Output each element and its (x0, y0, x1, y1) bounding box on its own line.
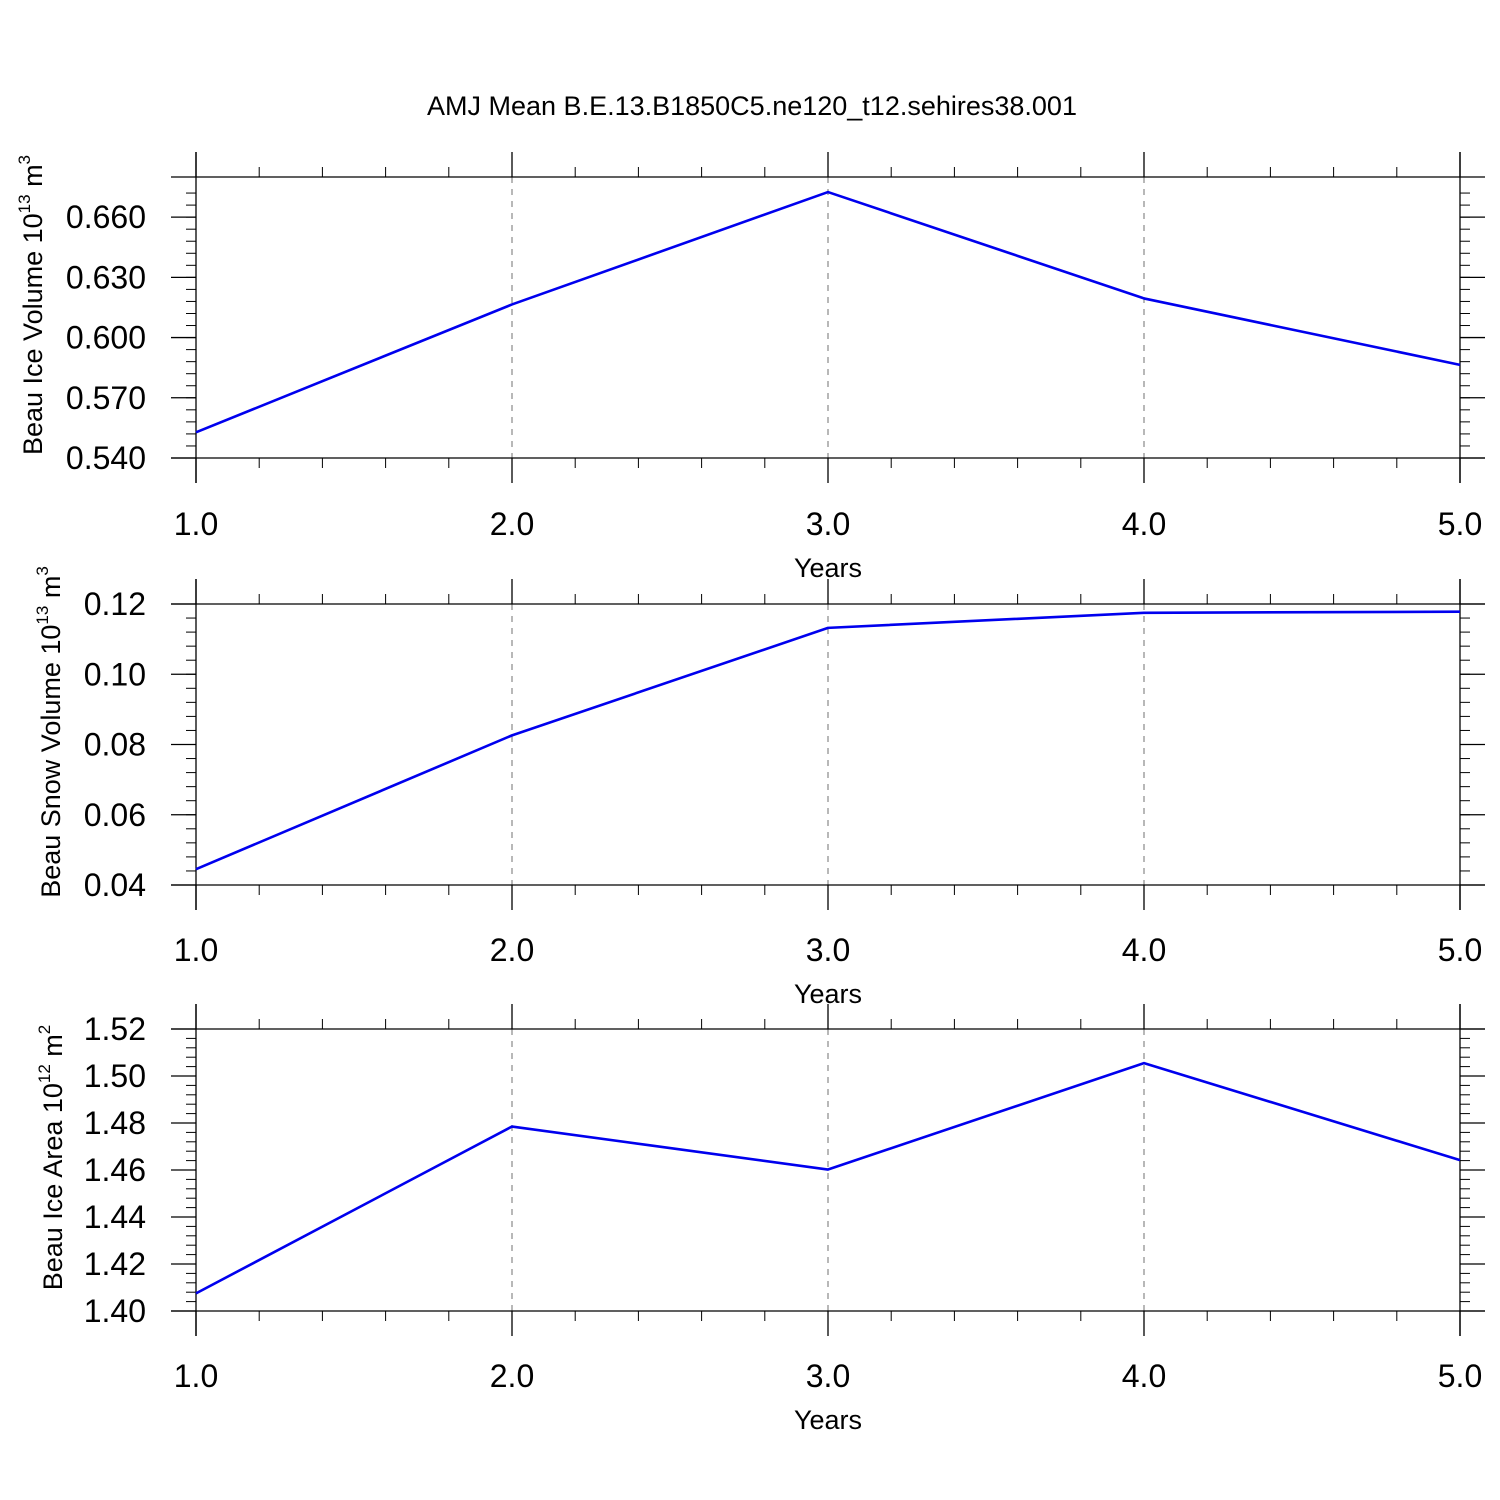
y-axis-label-superscript: 13 (33, 606, 52, 625)
x-tick-label: 2.0 (490, 506, 534, 542)
y-tick-label: 1.50 (84, 1058, 146, 1094)
y-tick-label: 1.42 (84, 1246, 146, 1282)
x-axis-label: Years (794, 553, 862, 583)
y-axis-label-superscript: 12 (35, 1064, 54, 1083)
x-tick-label: 4.0 (1122, 506, 1166, 542)
y-axis-label-text: m (38, 1034, 68, 1064)
x-tick-label: 3.0 (806, 1358, 850, 1394)
x-tick-label: 1.0 (174, 506, 218, 542)
y-tick-label: 0.630 (66, 259, 146, 295)
y-tick-label: 0.570 (66, 380, 146, 416)
x-tick-label: 1.0 (174, 932, 218, 968)
panel-ice-area: 1.0 2.0 3.0 4.0 5.0 1.40 1.42 1.44 1.46 1.48 1.50 1… (35, 1004, 1485, 1435)
y-axis-label-text: m (18, 164, 48, 194)
y-tick-label: 0.10 (84, 656, 146, 692)
y-axis-label-text: Beau Ice Volume 10 (18, 213, 48, 455)
y-tick-label: 1.52 (84, 1011, 146, 1047)
x-tick-label: 4.0 (1122, 932, 1166, 968)
panel-ice-volume: 1.0 2.0 3.0 4.0 5.0 0.540 0.570 0.600 0.630 0.660… (15, 152, 1485, 583)
y-tick-label: 0.12 (84, 586, 146, 622)
x-tick-label: 5.0 (1438, 1358, 1482, 1394)
y-tick-label: 0.540 (66, 440, 146, 476)
y-tick-label: 0.660 (66, 199, 146, 235)
y-axis-label: Beau Ice Area 1012 m2 (35, 1025, 68, 1291)
y-axis-label: Beau Snow Volume 1013 m3 (33, 566, 66, 898)
y-tick-label: 1.44 (84, 1199, 146, 1235)
x-tick-label: 4.0 (1122, 1358, 1166, 1394)
y-axis-label-text: Beau Snow Volume 10 (36, 625, 66, 898)
x-tick-label: 3.0 (806, 932, 850, 968)
x-tick-label: 5.0 (1438, 932, 1482, 968)
y-axis-label-superscript: 2 (35, 1025, 54, 1034)
y-tick-label: 0.08 (84, 727, 146, 763)
x-tick-label: 1.0 (174, 1358, 218, 1394)
y-tick-label: 0.06 (84, 797, 146, 833)
x-tick-label: 5.0 (1438, 506, 1482, 542)
figure-title: AMJ Mean B.E.13.B1850C5.ne120_t12.sehire… (427, 91, 1077, 121)
y-tick-label: 1.46 (84, 1152, 146, 1188)
x-axis-label: Years (794, 1405, 862, 1435)
y-axis-label-superscript: 13 (15, 194, 34, 213)
y-axis-label-text: m (36, 576, 66, 606)
y-tick-label: 0.600 (66, 320, 146, 356)
x-tick-label: 2.0 (490, 1358, 534, 1394)
y-axis-label-text: Beau Ice Area 10 (38, 1083, 68, 1290)
y-axis-label: Beau Ice Volume 1013 m3 (15, 155, 48, 455)
panel-snow-volume: 1.0 2.0 3.0 4.0 5.00.040.060.080.100.12Years… (33, 566, 1485, 1009)
y-tick-label: 1.48 (84, 1105, 146, 1141)
y-axis-label-superscript: 3 (15, 155, 34, 164)
y-axis-label-superscript: 3 (33, 566, 52, 575)
y-tick-label: 0.04 (84, 867, 146, 903)
y-tick-label: 1.40 (84, 1293, 146, 1329)
x-tick-label: 3.0 (806, 506, 850, 542)
x-tick-label: 2.0 (490, 932, 534, 968)
